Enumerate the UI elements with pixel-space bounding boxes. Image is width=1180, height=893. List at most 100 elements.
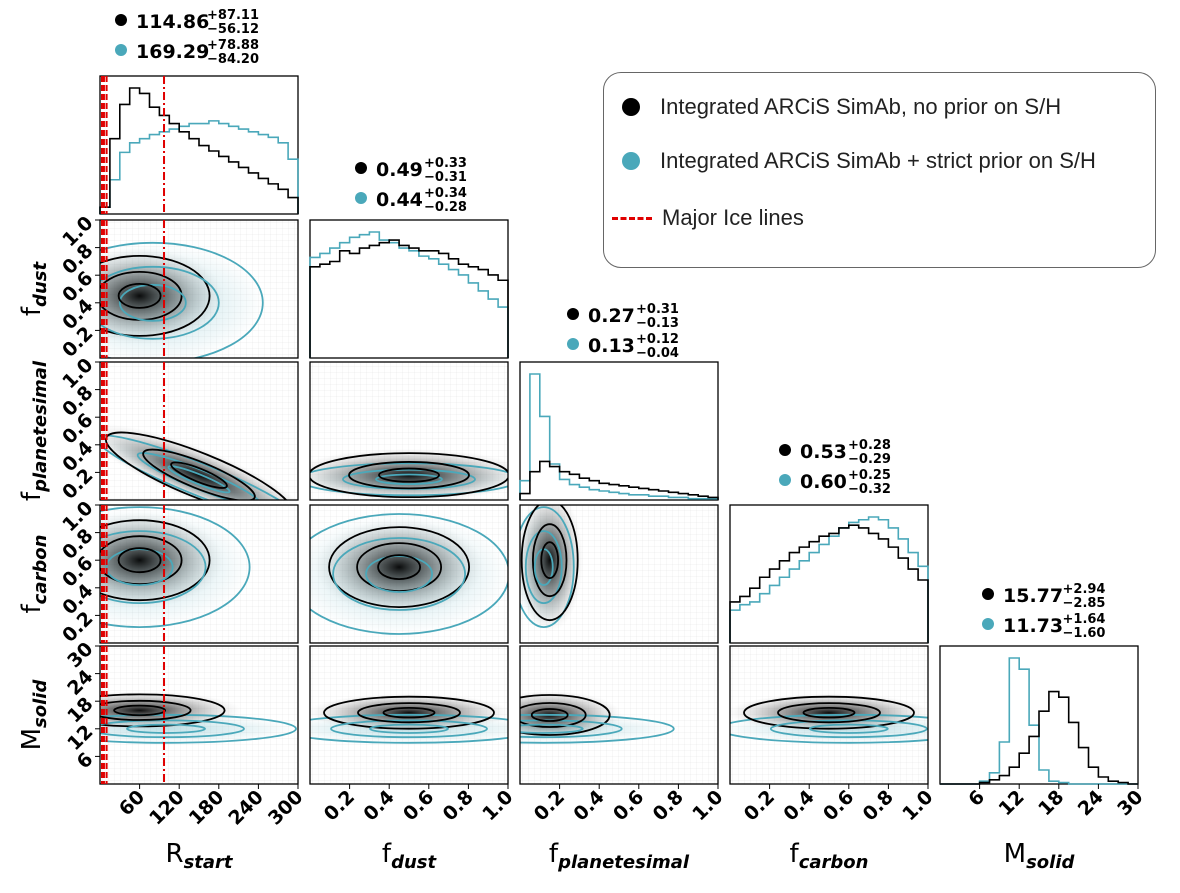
summary-plus-2-0: +0.31 [636,302,679,317]
contour-no-prior-0-f_planetesimal_vs_f_dust [310,452,508,499]
contour-no-prior-2-M_solid_vs_f_carbon [802,707,856,719]
summary-plus-3-1: +0.25 [848,468,891,483]
ytick-label-M_solid-4: 30 [63,638,97,672]
hist-panel-f_dust [309,219,509,359]
contour-strict-0-M_solid_vs_R_start [100,713,297,744]
xaxis-label-sub: carbon [799,852,869,873]
xaxis-label-main: f [382,839,392,869]
legend-entry-no-prior: Integrated ARCiS SimAb, no prior on S/H [618,93,1061,121]
joint-panel-f_planetesimal-R_start [99,361,299,501]
joint-content-f_dust_vs_R_start [100,220,298,358]
hist-step-M_solid-no_prior [940,690,1138,785]
legend-label-ice-lines: Major Ice lines [662,205,804,230]
contour-strict-2-M_solid_vs_R_start [126,723,206,734]
summary-marker-2-1 [567,338,579,350]
summary-marker-3-1 [779,474,791,486]
contour-no-prior-0-f_dust_vs_R_start [100,255,211,337]
hist-frame-f_carbon [729,504,929,644]
joint-frame-M_solid_vs_f_dust [309,645,509,785]
joint-panel-f_carbon-f_dust [309,504,509,644]
hist-panel-f_carbon [729,504,929,644]
xtick-label-f_carbon-3: 0.8 [859,786,898,825]
contour-strict-1-f_carbon_vs_f_dust [332,537,467,611]
yaxis-label-main: M [17,728,47,750]
contour-strict-0-M_solid_vs_f_planetesimal [520,713,675,744]
joint-panel-f_carbon-f_planetesimal [519,504,719,644]
xaxis-label-M_solid: Msolid [1004,839,1076,873]
summary-minus-2-0: −0.13 [636,316,679,331]
joint-content-f_carbon_vs_f_dust [310,505,508,643]
hist-frame-f_planetesimal [519,361,719,501]
xtick-label-M_solid-2: 18 [1034,786,1068,820]
summary-plus-0-0: +87.11 [207,8,259,23]
xtick-label-f_dust-0: 0.2 [320,786,359,825]
summary-marker-0-1 [115,44,127,56]
contour-strict-1-f_carbon_vs_f_planetesimal [524,530,563,604]
hist-panel-f_planetesimal [519,361,719,501]
contour-strict-0-f_carbon_vs_f_dust [310,513,508,635]
contour-strict-1-f_carbon_vs_R_start [100,530,207,604]
xaxis-label-main: f [790,839,800,869]
contour-no-prior-1-M_solid_vs_R_start [100,699,192,721]
summary-marker-4-0 [982,588,994,600]
xaxis-label-sub: planetesimal [557,852,690,873]
contour-strict-1-M_solid_vs_f_dust [330,719,488,739]
joint-content-M_solid_vs_f_dust [310,646,508,784]
contour-strict-0-f_dust_vs_R_start [100,241,264,358]
xtick-label-f_carbon-4: 1.0 [898,786,937,825]
summary-minus-0-1: −84.20 [207,52,259,67]
contour-no-prior-1-M_solid_vs_f_planetesimal [520,702,587,728]
xtick-label-f_carbon-1: 0.4 [779,786,818,825]
hist-step-R_start-strict_prior [99,120,299,214]
legend-label-strict-prior: Integrated ARCiS SimAb + strict prior on… [660,148,1096,173]
joint-frame-M_solid_vs_f_planetesimal [519,645,719,785]
xtick-label-R_start-1: 120 [145,786,189,830]
summary-marker-1-0 [355,162,367,174]
yaxis-label-main: f [17,603,47,613]
xtick-label-f_planetesimal-2: 0.6 [609,786,648,825]
summary-value-4-1: 11.73 [1003,615,1063,637]
yaxis-label-f_planetesimal: fplanetesimal [17,360,51,501]
hist-step-f_dust-no_prior [309,239,509,358]
xaxis-label-R_start: Rstart [165,839,233,873]
summary-value-2-1: 0.13 [588,335,635,357]
xtick-label-R_start-0: 60 [115,786,149,820]
legend: Integrated ARCiS SimAb, no prior on S/H … [603,72,1156,268]
contour-no-prior-1-M_solid_vs_f_dust [357,702,461,724]
contour-no-prior-1-f_planetesimal_vs_R_start [142,448,256,500]
joint-frame-f_carbon_vs_f_planetesimal [519,504,719,644]
summary-value-0-0: 114.86 [136,11,209,33]
xtick-label-f_dust-1: 0.4 [359,786,398,825]
joint-frame-f_dust_vs_R_start [99,219,299,359]
contour-no-prior-0-f_carbon_vs_R_start [100,519,211,602]
joint-content-f_planetesimal_vs_R_start [100,362,298,500]
yaxis-label-main: f [17,491,47,501]
contour-strict-0-f_planetesimal_vs_R_start [100,434,298,500]
joint-panel-M_solid-R_start [99,645,299,785]
summary-value-3-1: 0.60 [800,471,847,493]
contour-strict-0-M_solid_vs_f_dust [310,713,508,744]
summary-minus-3-1: −0.32 [848,482,891,497]
ytick-label-M_solid-3: 24 [63,666,97,700]
contour-no-prior-0-M_solid_vs_f_planetesimal [520,694,611,736]
joint-content-f_planetesimal_vs_f_dust [310,362,508,500]
joint-frame-f_planetesimal_vs_R_start [99,361,299,501]
joint-frame-f_carbon_vs_R_start [99,504,299,644]
contour-strict-2-M_solid_vs_f_planetesimal [520,723,584,734]
hist-panel-R_start [99,75,299,215]
xtick-label-R_start-3: 240 [224,786,268,830]
contour-no-prior-2-f_carbon_vs_R_start [117,547,162,574]
joint-panel-M_solid-f_carbon [729,645,929,785]
summary-value-1-1: 0.44 [376,189,423,211]
summary-plus-2-1: +0.12 [636,332,679,347]
legend-marker-teal-icon [622,152,640,170]
summary-minus-4-0: −2.85 [1063,596,1106,611]
xtick-label-f_planetesimal-3: 0.8 [649,786,688,825]
xtick-label-R_start-4: 300 [264,786,308,830]
legend-dashed-line-icon [612,216,652,220]
joint-frame-f_carbon_vs_f_dust [309,504,509,644]
contour-no-prior-0-M_solid_vs_f_carbon [743,695,915,730]
hist-step-R_start-no_prior [99,87,299,214]
contour-strict-2-f_planetesimal_vs_R_start [167,465,231,494]
